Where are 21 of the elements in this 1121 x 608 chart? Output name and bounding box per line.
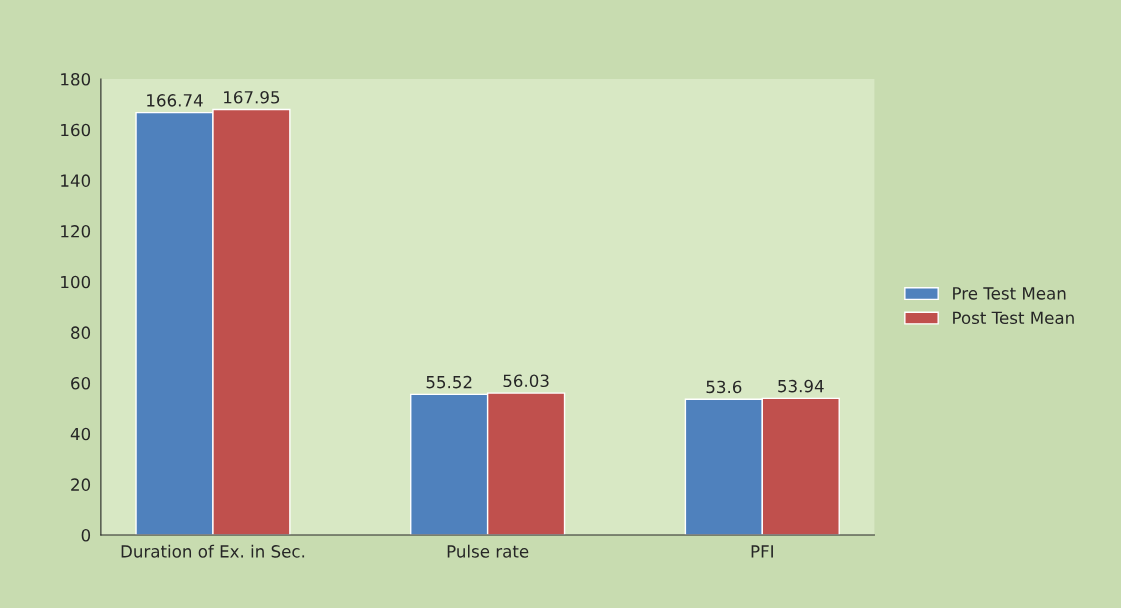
data-label: 55.52 [426, 375, 472, 389]
legend-label: Pre Test Mean [953, 287, 1066, 300]
y-tick-label: 140 [61, 174, 91, 187]
x-tick-label: Pulse rate [447, 544, 529, 558]
y-tick-label: 180 [61, 73, 91, 86]
y-tick-label: 0 [81, 529, 91, 542]
x-tick-label: PFI [751, 545, 773, 558]
legend-label: Post Test Mean [953, 311, 1074, 325]
data-label: 167.95 [224, 90, 280, 104]
data-label: 53.94 [778, 379, 824, 393]
y-tick-label: 60 [71, 377, 91, 390]
y-tick-label: 20 [71, 478, 91, 491]
data-label: 166.74 [147, 94, 203, 107]
x-tick-label: Duration of Ex. in Sec. [121, 544, 305, 558]
y-tick-label: 120 [61, 225, 91, 238]
data-label: 56.03 [503, 374, 549, 388]
y-tick-label: 100 [61, 275, 91, 289]
y-tick-label: 40 [70, 427, 91, 441]
y-tick-label: 160 [61, 123, 91, 137]
data-label: 53.6 [706, 380, 742, 394]
y-tick-label: 80 [71, 326, 91, 339]
